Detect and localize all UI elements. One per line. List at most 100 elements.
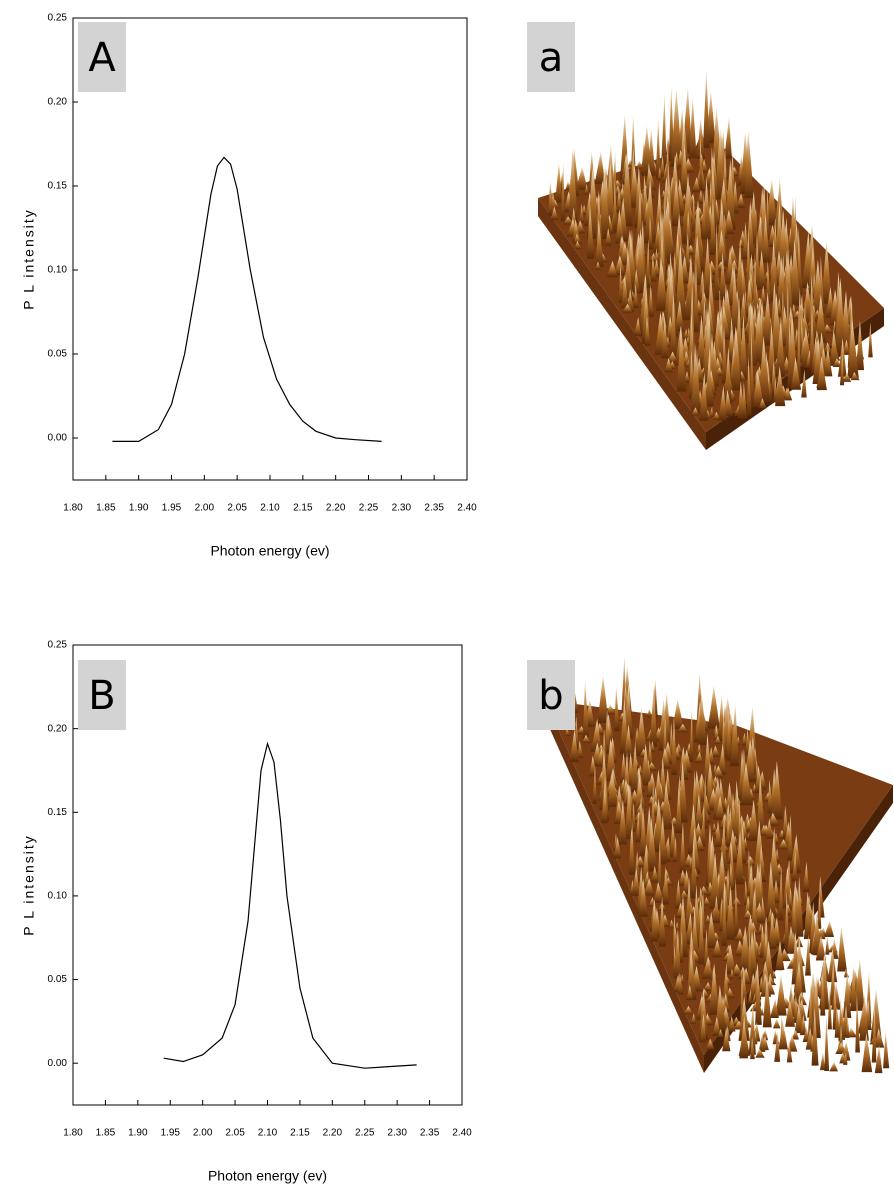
afm-spike: [729, 968, 735, 979]
afm-spike: [606, 260, 618, 278]
x-tick-label: 2.10: [260, 503, 280, 514]
afm-spike: [855, 320, 865, 371]
afm-spike: [689, 706, 694, 762]
afm-spike: [666, 351, 679, 363]
afm-spike: [748, 799, 759, 841]
afm-spike: [550, 206, 559, 221]
afm-spike: [827, 948, 838, 983]
afm-spike: [671, 716, 678, 776]
afm-spike: [783, 249, 794, 321]
afm-spike: [649, 685, 658, 747]
afm-spike: [829, 329, 840, 366]
afm-spike: [676, 723, 688, 733]
afm-spike: [791, 1029, 799, 1040]
afm-spike: [668, 919, 675, 929]
afm-spike: [874, 1045, 883, 1074]
y-tick-label: 0.25: [48, 640, 68, 651]
afm-spike: [669, 293, 677, 358]
afm-spike: [721, 325, 728, 384]
afm-spike: [719, 251, 726, 301]
afm-spike: [691, 342, 701, 415]
afm-spike: [769, 237, 779, 302]
afm-spike: [752, 370, 765, 408]
afm-spike: [696, 743, 703, 755]
afm-spike: [844, 968, 849, 978]
afm-spike: [709, 962, 720, 1015]
afm-spike: [750, 330, 755, 408]
x-tick-label: 1.85: [96, 503, 116, 514]
afm-spike: [705, 1038, 715, 1050]
afm-spike: [548, 181, 554, 216]
afm-spike: [643, 878, 655, 896]
afm-spike: [730, 265, 739, 334]
afm-spike: [760, 285, 767, 306]
afm-spike: [694, 751, 704, 763]
afm-spike: [646, 772, 658, 798]
afm-spike: [762, 291, 773, 346]
x-tick-label: 2.30: [392, 503, 412, 514]
afm-image-a: [538, 70, 884, 450]
afm-spike: [658, 815, 667, 865]
afm-spike: [748, 861, 754, 919]
afm-spike: [731, 897, 743, 906]
afm-spike: [787, 887, 793, 910]
x-tick-label: 2.15: [290, 1128, 310, 1139]
afm-spike: [645, 162, 655, 199]
afm-spike: [799, 1014, 807, 1036]
afm-spike: [675, 785, 683, 834]
afm-spike: [766, 861, 777, 919]
afm-spike: [817, 895, 822, 929]
afm-spike: [758, 1032, 766, 1052]
afm-spike: [774, 1030, 781, 1062]
afm-spike: [816, 356, 827, 391]
afm-spike: [697, 691, 707, 745]
x-tick-label: 2.35: [420, 1128, 440, 1139]
afm-spike: [678, 746, 689, 780]
afm-spike: [699, 989, 710, 998]
afm-spike: [658, 896, 666, 947]
afm-spike: [653, 881, 665, 903]
afm-spike: [677, 894, 688, 958]
afm-spike: [577, 740, 584, 759]
afm-spike: [760, 972, 772, 997]
x-tick-label: 2.40: [457, 503, 477, 514]
x-tick-label: 2.40: [452, 1128, 472, 1139]
afm-spike: [805, 934, 811, 976]
afm-spike: [802, 1026, 810, 1042]
y-tick-label: 0.20: [48, 723, 68, 734]
afm-spike: [654, 247, 659, 267]
afm-spike: [714, 127, 726, 200]
afm-spike: [740, 761, 753, 806]
x-tick-label: 2.35: [424, 503, 444, 514]
afm-spike: [795, 991, 807, 1006]
afm-spike: [739, 314, 748, 380]
afm-spike: [675, 243, 687, 321]
afm-image-b: [545, 655, 893, 1074]
afm-spike: [671, 178, 682, 227]
afm-spike: [714, 985, 727, 1032]
afm-spike: [604, 710, 611, 754]
afm-spike: [717, 1028, 724, 1038]
afm-spike: [702, 70, 710, 148]
afm-spike: [822, 324, 833, 334]
afm-spike: [785, 999, 796, 1027]
afm-spike: [683, 329, 689, 339]
afm-spike: [686, 984, 694, 1001]
afm-spike: [644, 179, 656, 244]
afm-spike: [712, 1016, 721, 1036]
afm-spike: [579, 203, 584, 223]
afm-spike: [662, 866, 670, 905]
afm-spike: [684, 232, 691, 272]
afm-spike: [861, 1033, 873, 1073]
afm-spike: [829, 1062, 838, 1072]
afm-spike: [719, 897, 724, 932]
afm-spike: [587, 203, 595, 259]
afm-spike: [648, 216, 654, 250]
afm-spike: [760, 960, 772, 989]
afm-spike: [703, 928, 709, 968]
x-tick-label: 1.95: [162, 503, 182, 514]
afm-spike: [712, 895, 720, 923]
afm-spike: [731, 963, 743, 976]
afm-spike: [680, 144, 690, 194]
afm-spike: [660, 93, 667, 169]
